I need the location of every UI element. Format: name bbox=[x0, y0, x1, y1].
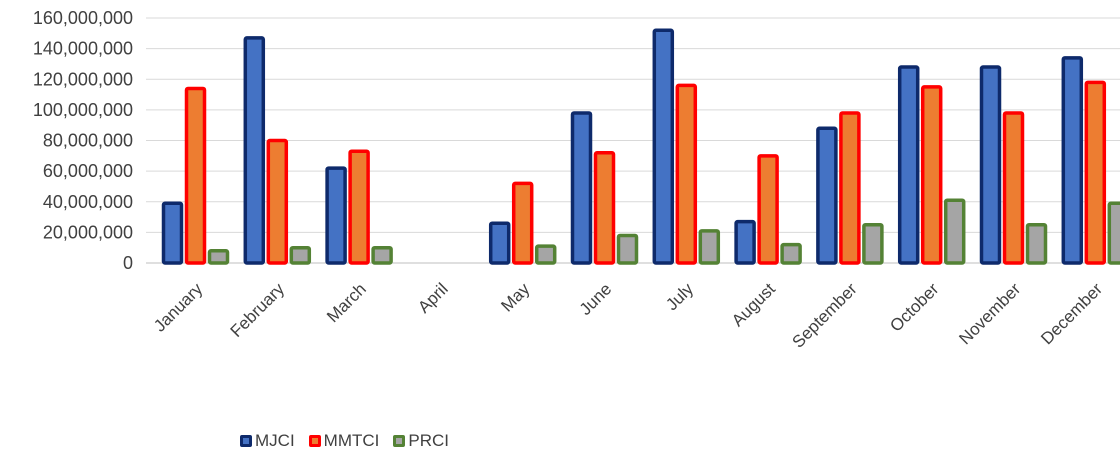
bar-mjci-september[interactable] bbox=[816, 126, 838, 265]
bar-mmtci-november[interactable] bbox=[1002, 111, 1025, 265]
legend-label-mjci: MJCI bbox=[255, 431, 295, 450]
legend-swatch-prci bbox=[393, 435, 406, 447]
y-tick-label: 80,000,000 bbox=[43, 131, 133, 151]
bar-mmtci-january[interactable] bbox=[184, 86, 207, 265]
bar-mmtci-march[interactable] bbox=[348, 149, 370, 265]
y-tick-label: 160,000,000 bbox=[33, 8, 133, 28]
y-tick-label: 140,000,000 bbox=[33, 39, 133, 59]
legend-item-mmtci[interactable]: MMTCI bbox=[308, 431, 380, 451]
gridlines bbox=[146, 17, 1120, 264]
legend-label-prci: PRCI bbox=[408, 431, 450, 450]
x-tick-label: July bbox=[662, 279, 697, 314]
x-axis: January February March April May June July Augu… bbox=[150, 279, 1106, 352]
bar-prci-february[interactable] bbox=[289, 245, 312, 265]
x-tick-label: March bbox=[323, 279, 370, 326]
y-tick-label: 60,000,000 bbox=[43, 161, 133, 181]
bar-mjci-november[interactable] bbox=[979, 65, 1002, 265]
bar-mjci-march[interactable] bbox=[325, 166, 347, 265]
x-tick-label: December bbox=[1037, 279, 1106, 348]
bar-prci-march[interactable] bbox=[371, 245, 393, 265]
bar-mjci-january[interactable] bbox=[161, 201, 184, 265]
bar-mjci-july[interactable] bbox=[652, 28, 675, 265]
x-tick-label: January bbox=[150, 279, 207, 336]
bar-mjci-october[interactable] bbox=[897, 65, 920, 265]
legend-label-mmtci: MMTCI bbox=[323, 431, 380, 450]
bar-prci-may[interactable] bbox=[534, 244, 557, 265]
legend-swatch-mjci bbox=[240, 435, 252, 447]
x-tick-label: February bbox=[227, 279, 289, 341]
bar-mmtci-august[interactable] bbox=[757, 154, 779, 265]
x-tick-label: September bbox=[788, 279, 860, 351]
y-axis: 0 20,000,000 40,000,000 60,000,000 80,000,00… bbox=[33, 8, 133, 273]
y-tick-label: 20,000,000 bbox=[43, 222, 133, 242]
bar-mjci-may[interactable] bbox=[488, 221, 511, 265]
bar-mjci-august[interactable] bbox=[734, 219, 756, 265]
bars bbox=[161, 28, 1120, 265]
bar-mmtci-december[interactable] bbox=[1084, 80, 1107, 265]
legend: MJCI MMTCI PRCI bbox=[240, 431, 449, 451]
bar-mmtci-september[interactable] bbox=[839, 111, 861, 265]
bar-chart: 0 20,000,000 40,000,000 60,000,000 80,000,00… bbox=[33, 8, 1120, 352]
legend-item-prci[interactable]: PRCI bbox=[393, 431, 449, 451]
x-tick-label: August bbox=[728, 279, 779, 330]
bar-mmtci-october[interactable] bbox=[920, 85, 943, 265]
x-tick-label: June bbox=[576, 279, 616, 319]
bar-mmtci-february[interactable] bbox=[266, 138, 289, 265]
legend-item-mjci[interactable]: MJCI bbox=[240, 431, 295, 451]
bar-prci-january[interactable] bbox=[207, 249, 230, 265]
y-tick-label: 40,000,000 bbox=[43, 192, 133, 212]
bar-mjci-december[interactable] bbox=[1061, 56, 1084, 265]
y-tick-label: 100,000,000 bbox=[33, 100, 133, 120]
bar-prci-november[interactable] bbox=[1025, 222, 1048, 265]
x-tick-label: April bbox=[414, 279, 451, 316]
bar-mjci-february[interactable] bbox=[243, 36, 266, 265]
bar-prci-august[interactable] bbox=[780, 242, 802, 265]
y-tick-label: 0 bbox=[123, 253, 133, 273]
bar-prci-june[interactable] bbox=[616, 233, 639, 265]
bar-mmtci-may[interactable] bbox=[511, 181, 534, 265]
bar-mjci-june[interactable] bbox=[570, 111, 593, 265]
bar-mmtci-june[interactable] bbox=[593, 151, 616, 265]
bar-prci-october[interactable] bbox=[943, 198, 966, 265]
x-tick-label: October bbox=[886, 279, 942, 335]
bar-prci-july[interactable] bbox=[698, 229, 721, 265]
bar-prci-september[interactable] bbox=[862, 222, 884, 265]
y-tick-label: 120,000,000 bbox=[33, 69, 133, 89]
bar-prci-december[interactable] bbox=[1107, 201, 1120, 265]
x-tick-label: November bbox=[955, 279, 1024, 348]
legend-swatch-mmtci bbox=[308, 435, 321, 447]
bar-mmtci-july[interactable] bbox=[675, 83, 698, 265]
x-tick-label: May bbox=[497, 279, 533, 315]
